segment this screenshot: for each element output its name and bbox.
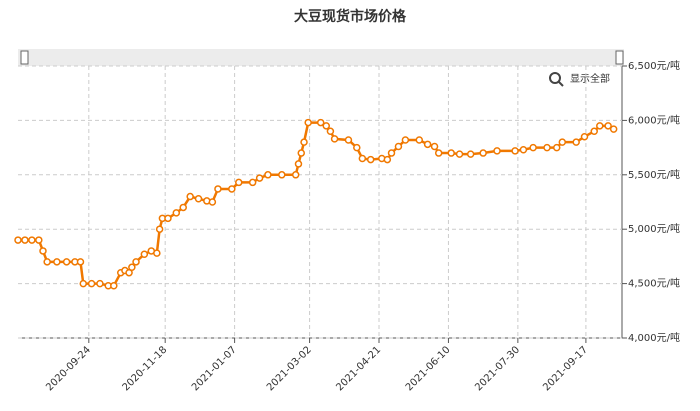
point (21, 236, 29, 244)
reset-zoom[interactable]: 显示全部 (549, 72, 610, 87)
reset-zoom-label[interactable]: 显示全部 (570, 72, 610, 85)
point (358, 154, 367, 163)
point (580, 132, 589, 141)
point (14, 236, 22, 244)
point (140, 250, 149, 258)
point (447, 149, 455, 157)
point (394, 142, 403, 151)
point (53, 258, 61, 266)
point (35, 236, 43, 244)
point (344, 136, 353, 144)
point (529, 143, 537, 152)
point (39, 247, 47, 255)
zoom-icon (558, 81, 564, 87)
point (235, 178, 243, 187)
point (164, 214, 172, 223)
y-tick-label: 5,500元/吨 (628, 168, 680, 181)
zoom-bar[interactable] (18, 49, 624, 66)
point (466, 150, 475, 158)
y-tick-label: 4,000元/吨 (628, 331, 680, 344)
point (434, 149, 443, 157)
point (96, 279, 104, 288)
point (511, 147, 519, 155)
point (304, 118, 312, 127)
point (248, 178, 257, 187)
x-tick-label: 2021-09-17 (541, 344, 590, 393)
point (383, 155, 392, 164)
point (110, 282, 118, 290)
point (330, 135, 339, 143)
point (609, 125, 618, 133)
point (297, 149, 306, 157)
x-tick-label: 2021-07-30 (473, 344, 522, 393)
point (558, 138, 567, 146)
x-tick-label: 2021-01-07 (190, 344, 239, 393)
point (132, 258, 140, 266)
point (208, 198, 217, 206)
point (87, 279, 96, 288)
point (430, 142, 439, 151)
point (255, 174, 264, 182)
point (300, 138, 308, 146)
chart-title: 大豆现货市场价格 (294, 8, 407, 25)
y-tick-label: 5,000元/吨 (628, 222, 680, 235)
point (62, 258, 71, 266)
y-tick-label: 4,500元/吨 (628, 277, 680, 290)
point (572, 138, 580, 146)
point (543, 143, 551, 152)
x-tick-label: 2020-09-24 (44, 344, 93, 393)
point (179, 203, 187, 212)
x-tick-label: 2020-11-18 (121, 344, 170, 393)
point (43, 258, 51, 266)
point (128, 263, 136, 272)
point (519, 146, 528, 154)
point (590, 127, 598, 136)
point (596, 122, 604, 130)
point (493, 147, 501, 155)
point (291, 171, 300, 179)
point (423, 140, 432, 149)
zoom-handle[interactable] (615, 50, 624, 65)
point (278, 171, 286, 179)
point (76, 258, 85, 266)
point (401, 136, 410, 144)
x-tick-label: 2021-03-02 (265, 344, 314, 393)
point (366, 155, 375, 164)
point (194, 194, 203, 203)
point (455, 150, 464, 158)
point (552, 143, 561, 152)
point (172, 209, 181, 217)
point (353, 143, 361, 152)
x-tick-label: 2021-06-10 (404, 344, 453, 393)
point (186, 192, 194, 201)
y-tick-label: 6,000元/吨 (628, 113, 680, 126)
point (155, 225, 164, 233)
zoom-handle[interactable] (20, 50, 29, 65)
point (415, 136, 424, 144)
point (214, 185, 222, 193)
point (322, 122, 330, 130)
point (604, 122, 612, 130)
point (28, 236, 36, 244)
point (294, 160, 303, 168)
y-tick-label: 6,500元/吨 (628, 59, 680, 72)
point (79, 279, 88, 288)
point (264, 171, 272, 179)
point (326, 127, 335, 136)
point (387, 149, 396, 157)
x-tick-label: 2021-04-21 (334, 344, 383, 393)
point (228, 185, 236, 193)
point (153, 249, 161, 257)
zoom-icon (549, 72, 561, 84)
point (479, 149, 487, 157)
point (316, 118, 325, 127)
